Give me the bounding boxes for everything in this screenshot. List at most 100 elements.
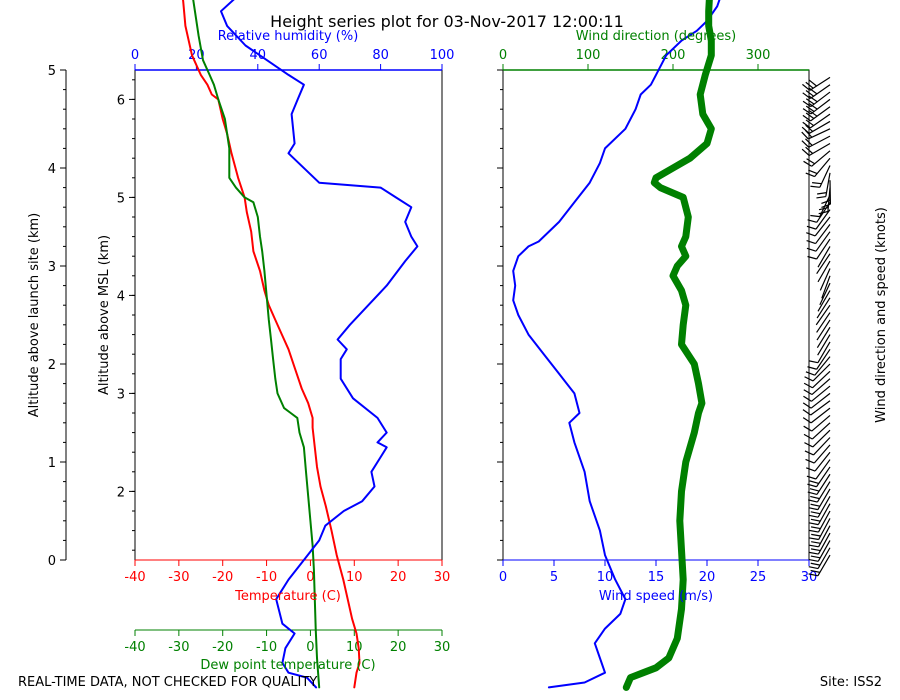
wind-barb-flag bbox=[801, 148, 810, 156]
footer-site: Site: ISS2 bbox=[820, 675, 882, 690]
wind-direction-tick-label: 100 bbox=[576, 48, 601, 63]
wind-barb-flag bbox=[807, 491, 818, 495]
wind-barb bbox=[804, 429, 831, 448]
wind-barb bbox=[809, 525, 831, 548]
relative-humidity-tick-label: 80 bbox=[372, 48, 389, 63]
wind-barb-staff bbox=[816, 238, 831, 260]
wind-barb-flag bbox=[810, 562, 821, 566]
temperature-axis-label: Temperature (C) bbox=[234, 589, 341, 604]
wind-barb bbox=[805, 356, 831, 376]
wind-barb-staff bbox=[817, 260, 831, 283]
wind-barb bbox=[803, 150, 831, 167]
dewpoint-axis-label: Dew point temperature (C) bbox=[200, 658, 375, 673]
wind-barb-staff bbox=[809, 76, 831, 91]
wind-barb-staff bbox=[816, 297, 831, 319]
wind-barb-flag bbox=[810, 503, 820, 507]
wind-barb-flag bbox=[804, 442, 814, 448]
wind-barb-flag bbox=[805, 119, 814, 127]
wind-barb-staff bbox=[810, 400, 831, 416]
wind-barb-staff bbox=[812, 363, 831, 382]
wind-barb-flag bbox=[807, 255, 817, 260]
wind-barb bbox=[816, 319, 831, 341]
wind-barb-flag bbox=[803, 395, 812, 402]
wind-barb-flag bbox=[802, 409, 812, 416]
wind-barb-staff bbox=[817, 532, 831, 555]
wind-barb-flag bbox=[807, 366, 817, 370]
wind-barb bbox=[807, 466, 831, 488]
wind-barb-staff bbox=[815, 231, 831, 252]
wind-barb bbox=[821, 180, 832, 208]
wind-barb bbox=[808, 488, 831, 511]
wind-barb bbox=[806, 209, 831, 230]
wind-speed-tick-label: 30 bbox=[801, 570, 818, 585]
wind-barb-flag bbox=[809, 488, 820, 492]
wind-barb bbox=[804, 437, 831, 456]
wind-barb bbox=[802, 407, 831, 424]
wind-barb-staff bbox=[811, 378, 831, 395]
wind-barb-flag bbox=[809, 103, 818, 110]
wind-barb-flag bbox=[801, 140, 810, 148]
wind-barb-flag bbox=[808, 514, 819, 518]
wind-barb-flag bbox=[811, 533, 821, 537]
wind-barb bbox=[805, 444, 831, 464]
wind-barb bbox=[801, 120, 831, 134]
wind-barb bbox=[816, 326, 831, 348]
wind-barb-flag bbox=[808, 566, 819, 570]
launch-altitude-tick-label: 5 bbox=[48, 64, 56, 79]
wind-barb-flag bbox=[809, 480, 819, 485]
wind-barb bbox=[803, 378, 831, 396]
wind-barb-flag bbox=[806, 239, 816, 245]
wind-barb-flag bbox=[808, 360, 819, 364]
wind-barb-axis-label: Wind direction and speed (knots) bbox=[874, 207, 889, 423]
wind-barb-flag bbox=[810, 511, 821, 515]
wind-barb-flag bbox=[808, 551, 819, 555]
wind-barb-staff bbox=[819, 282, 831, 306]
temperature-tick-label: 10 bbox=[346, 570, 363, 585]
wind-barb-staff bbox=[816, 326, 831, 348]
msl-altitude-tick-label: 5 bbox=[117, 191, 125, 206]
wind-barb-staff bbox=[814, 451, 831, 472]
wind-barb bbox=[808, 547, 831, 570]
thermo-plot-frame bbox=[134, 69, 443, 561]
wind-barb bbox=[816, 253, 831, 275]
wind-direction-axis-label: Wind direction (degrees) bbox=[576, 29, 736, 44]
wind-barb-flag bbox=[805, 124, 814, 132]
wind-barb-staff bbox=[817, 290, 831, 312]
wind-barb bbox=[819, 282, 831, 306]
dewpoint-tick-label: 10 bbox=[346, 640, 363, 655]
chart-title: Height series plot for 03-Nov-2017 12:00… bbox=[270, 12, 624, 31]
wind-barb-flag bbox=[810, 548, 821, 552]
wind-speed-tick-label: 20 bbox=[699, 570, 716, 585]
wind-barb-flag bbox=[810, 555, 821, 559]
wind-barb-staff bbox=[814, 157, 831, 177]
msl-altitude-axis-label: Altitude above MSL (km) bbox=[97, 235, 112, 395]
wind-direction-line bbox=[622, 0, 715, 691]
wind-barb-flag bbox=[810, 526, 821, 530]
wind-barb-staff bbox=[811, 385, 831, 402]
wind-barb bbox=[809, 510, 831, 533]
wind-barb-flag bbox=[809, 537, 819, 541]
wind-barb-staff bbox=[810, 91, 831, 108]
wind-barb bbox=[817, 334, 831, 356]
wind-barb-flag bbox=[811, 541, 821, 544]
wind-barb-staff bbox=[816, 312, 831, 333]
wind-barb-flag bbox=[805, 172, 815, 178]
wind-barb bbox=[816, 312, 831, 333]
msl-altitude-tick-label: 6 bbox=[117, 93, 125, 108]
wind-barb-flag bbox=[808, 558, 819, 562]
wind-barb-flag bbox=[821, 203, 831, 208]
wind-barb-flag bbox=[805, 81, 814, 89]
wind-barb-flag bbox=[810, 495, 820, 500]
wind-barb-flag bbox=[801, 126, 810, 134]
wind-barb bbox=[801, 135, 831, 148]
wind-barb-flag bbox=[802, 92, 811, 99]
wind-barb-flag bbox=[802, 114, 811, 122]
wind-barb-flag bbox=[809, 529, 819, 533]
wind-barb-flag bbox=[808, 573, 819, 577]
wind-barb bbox=[806, 223, 831, 245]
launch-altitude-tick-label: 2 bbox=[48, 358, 56, 373]
wind-barb-flag bbox=[802, 417, 812, 424]
wind-direction-tick-label: 300 bbox=[746, 48, 771, 63]
wind-barb bbox=[821, 275, 831, 299]
wind-barb-flag bbox=[805, 98, 815, 105]
